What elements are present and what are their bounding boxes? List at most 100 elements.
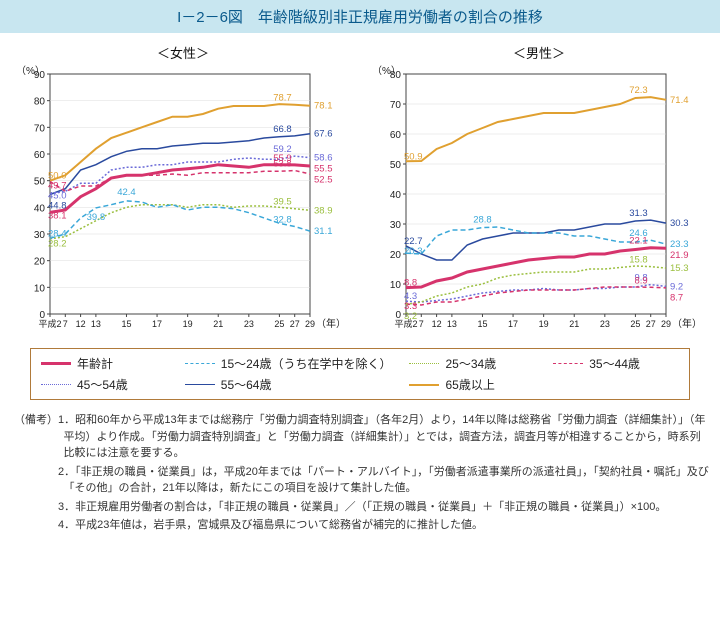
svg-text:31.1: 31.1 xyxy=(314,226,333,237)
svg-text:19: 19 xyxy=(183,319,193,329)
svg-text:19: 19 xyxy=(539,319,549,329)
svg-text:60: 60 xyxy=(34,150,46,161)
svg-text:21: 21 xyxy=(213,319,223,329)
svg-text:23: 23 xyxy=(244,319,254,329)
svg-text:60: 60 xyxy=(390,130,402,141)
svg-text:42.4: 42.4 xyxy=(117,187,136,198)
legend-item-total: 年齢計 xyxy=(41,355,167,372)
svg-text:30: 30 xyxy=(34,230,46,241)
subtitle-male: ＜男性＞ xyxy=(364,41,714,62)
svg-text:40: 40 xyxy=(34,203,46,214)
legend-item-35_44: 35～44歳 xyxy=(553,355,679,372)
svg-text:（年）: （年） xyxy=(316,317,346,330)
legend-item-55_64: 55～64歳 xyxy=(185,376,392,393)
legend-item-45_54: 45～54歳 xyxy=(41,376,167,393)
svg-text:12: 12 xyxy=(432,319,442,329)
chart-female-col: ＜女性＞ 0102030405060708090（%）平成27121315171… xyxy=(8,41,358,342)
svg-text:55.5: 55.5 xyxy=(314,164,333,175)
charts-row: ＜女性＞ 0102030405060708090（%）平成27121315171… xyxy=(0,33,720,342)
svg-text:80: 80 xyxy=(34,97,46,108)
svg-text:66.8: 66.8 xyxy=(273,124,292,135)
legend-item-15_24: 15～24歳（うち在学中を除く） xyxy=(185,355,392,372)
svg-text:（%）: （%） xyxy=(372,65,401,77)
svg-text:39.5: 39.5 xyxy=(273,197,292,208)
svg-text:38.1: 38.1 xyxy=(48,211,67,222)
svg-text:70: 70 xyxy=(390,100,402,111)
svg-text:17: 17 xyxy=(152,319,162,329)
svg-text:8.8: 8.8 xyxy=(404,278,417,289)
footnote-line: （備考）1．昭和60年から平成13年までは総務庁「労働力調査特別調査」（各年2月… xyxy=(14,412,710,462)
svg-text:10: 10 xyxy=(390,280,402,291)
svg-text:（%）: （%） xyxy=(16,65,45,77)
svg-text:78.1: 78.1 xyxy=(314,101,333,112)
legend-item-25_34: 25～34歳 xyxy=(409,355,535,372)
svg-text:平成2: 平成2 xyxy=(38,318,61,329)
legend-label: 45～54歳 xyxy=(77,376,128,393)
svg-text:21: 21 xyxy=(569,319,579,329)
legend: 年齢計 15～24歳（うち在学中を除く） 25～34歳 35～44歳 45～54歳 55～… xyxy=(30,348,690,400)
figure-title: I－2－6図 年齢階級別非正規雇用労働者の割合の推移 xyxy=(0,0,720,33)
svg-text:15: 15 xyxy=(477,319,487,329)
svg-text:50: 50 xyxy=(34,177,46,188)
svg-text:50: 50 xyxy=(390,160,402,171)
svg-text:10: 10 xyxy=(34,283,46,294)
svg-text:72.3: 72.3 xyxy=(629,85,648,96)
svg-text:（年）: （年） xyxy=(672,317,702,330)
footnote-line: 3．非正規雇用労働者の割合は，「非正規の職員・従業員」／（「正規の職員・従業員」… xyxy=(14,499,710,516)
legend-label: 年齢計 xyxy=(77,355,113,372)
svg-text:7: 7 xyxy=(419,319,424,329)
svg-text:28.2: 28.2 xyxy=(48,238,67,249)
svg-text:23.3: 23.3 xyxy=(670,239,689,250)
chart-male-col: ＜男性＞ 01020304050607080（%）平成2712131517192… xyxy=(364,41,714,342)
svg-text:7: 7 xyxy=(63,319,68,329)
svg-text:52.5: 52.5 xyxy=(314,175,333,186)
svg-text:15: 15 xyxy=(121,319,131,329)
svg-text:15.8: 15.8 xyxy=(629,255,648,266)
svg-text:8.7: 8.7 xyxy=(670,292,683,303)
svg-text:25: 25 xyxy=(274,319,284,329)
footnote-line: 4．平成23年値は，岩手県，宮城県及び福島県について総務省が補完的に推計した値。 xyxy=(14,517,710,534)
svg-text:27: 27 xyxy=(646,319,656,329)
svg-text:40: 40 xyxy=(390,190,402,201)
chart-female: 0102030405060708090（%）平成2712131517192123… xyxy=(8,62,358,342)
svg-text:30: 30 xyxy=(390,220,402,231)
svg-text:9.2: 9.2 xyxy=(670,281,683,292)
svg-text:67.6: 67.6 xyxy=(314,129,333,140)
svg-text:58.6: 58.6 xyxy=(314,153,333,164)
svg-text:78.7: 78.7 xyxy=(273,93,292,104)
svg-text:15.3: 15.3 xyxy=(670,263,689,274)
svg-text:21.9: 21.9 xyxy=(670,250,689,261)
svg-text:29: 29 xyxy=(305,319,315,329)
svg-text:3.2: 3.2 xyxy=(404,311,417,322)
svg-text:39.8: 39.8 xyxy=(87,212,106,223)
svg-text:38.9: 38.9 xyxy=(314,205,333,216)
svg-text:29: 29 xyxy=(661,319,671,329)
legend-label: 55～64歳 xyxy=(221,376,272,393)
subtitle-female: ＜女性＞ xyxy=(8,41,358,62)
svg-text:8.9: 8.9 xyxy=(634,275,647,286)
footnotes: （備考）1．昭和60年から平成13年までは総務庁「労働力調査特別調査」（各年2月… xyxy=(0,406,720,548)
svg-text:20: 20 xyxy=(390,250,402,261)
svg-text:25: 25 xyxy=(630,319,640,329)
svg-text:70: 70 xyxy=(34,123,46,134)
svg-text:71.4: 71.4 xyxy=(670,95,689,106)
legend-label: 65歳以上 xyxy=(445,376,494,393)
svg-text:12: 12 xyxy=(76,319,86,329)
svg-text:20: 20 xyxy=(34,257,46,268)
figure-container: { "title": "I－2－6図 年齢階級別非正規雇用労働者の割合の推移",… xyxy=(0,0,720,548)
svg-text:50.9: 50.9 xyxy=(404,151,423,162)
legend-label: 25～34歳 xyxy=(445,355,496,372)
svg-text:23: 23 xyxy=(600,319,610,329)
svg-text:22.1: 22.1 xyxy=(629,236,648,247)
svg-text:27: 27 xyxy=(290,319,300,329)
svg-text:13: 13 xyxy=(91,319,101,329)
legend-item-65_up: 65歳以上 xyxy=(409,376,535,393)
svg-text:32.8: 32.8 xyxy=(273,215,292,226)
svg-text:13: 13 xyxy=(447,319,457,329)
chart-male: 01020304050607080（%）平成271213151719212325… xyxy=(364,62,714,342)
svg-text:17: 17 xyxy=(508,319,518,329)
svg-text:30.3: 30.3 xyxy=(670,218,689,229)
legend-label: 35～44歳 xyxy=(589,355,640,372)
svg-text:28.8: 28.8 xyxy=(473,215,492,226)
svg-text:53.8: 53.8 xyxy=(273,159,292,170)
